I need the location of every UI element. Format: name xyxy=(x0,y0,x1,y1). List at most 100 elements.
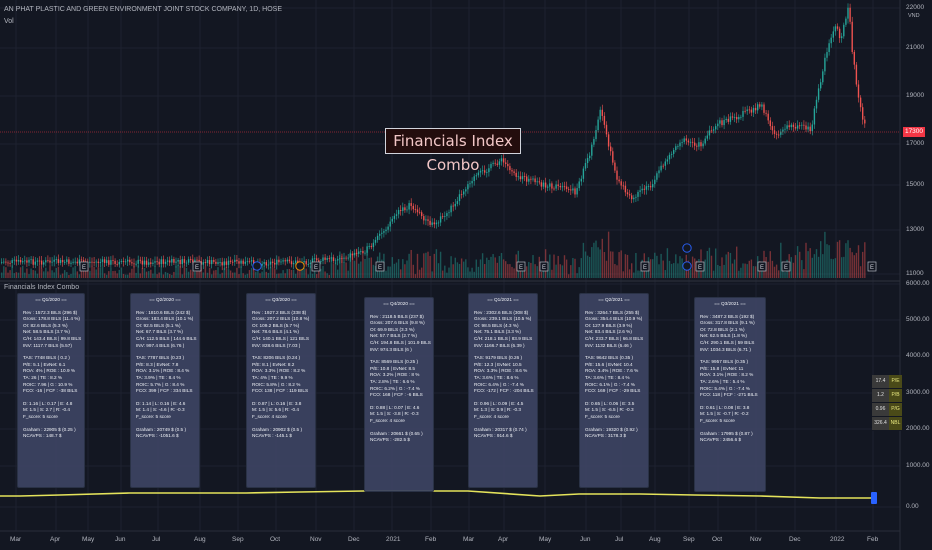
indicator-axis-label: 0.00 xyxy=(906,503,919,510)
time-axis-label: Sep xyxy=(683,536,695,543)
currency-label: VND xyxy=(908,13,920,19)
card-line: INV: 974.3 BILS (6 ) xyxy=(370,346,412,352)
symbol-title[interactable]: AN PHAT PLASTIC AND GREEN ENVIRONMENT JO… xyxy=(4,6,282,13)
card-line: Gross: 207.6 BILS (9.8 %) xyxy=(370,320,425,326)
card-line: Graham : 22905 $ (0.25 ) xyxy=(23,426,76,432)
financial-card: == Q3/2021 == Rev : 3487.2 BILS (192 $) Gr… xyxy=(694,297,766,492)
card-line: ROIC: 5.7% | G : 8.4 % xyxy=(136,381,185,387)
earnings-marker[interactable]: E xyxy=(79,261,89,272)
volume-label[interactable]: Vol xyxy=(4,18,14,25)
earnings-marker[interactable]: E xyxy=(311,261,321,272)
current-price-tag: 17300 xyxy=(903,127,925,137)
card-line: INV: 1132 BILS (6.46 ) xyxy=(585,342,632,348)
time-axis-label: Mar xyxy=(10,536,22,543)
earnings-marker[interactable]: E xyxy=(539,261,549,272)
card-line: Graham : 20902 $ (0.5 ) xyxy=(252,426,303,432)
valuation-key: NBL xyxy=(889,417,902,430)
card-line: NCAVPS : 914.6 $ xyxy=(474,433,513,439)
time-axis-label: Jun xyxy=(115,536,126,543)
card-quarter: == Q3/2020 == xyxy=(265,297,297,302)
valuation-table: 17.4 P/E 1.2 P/B 0.96 P/G 326.4 NBL xyxy=(872,375,902,431)
indicator-axis-label: 4000.00 xyxy=(906,352,930,359)
card-line: TAS: 7748 BILS ( 0.2 ) xyxy=(23,355,70,361)
card-line: OI: 82.6 BILS (5.3 %) xyxy=(23,322,68,328)
price-axis-label: 17000 xyxy=(906,140,925,147)
card-line: D: 0.88 | L: 0.07 | E: 4.6 xyxy=(370,404,420,410)
card-line: P/E: 8.3 | EvNet: 7.8 xyxy=(136,361,179,367)
card-line: OI: 72.8 BILS (2.1 %) xyxy=(700,326,745,332)
card-line: P/E: 5.1 | EvNet: 6.1 xyxy=(23,361,66,367)
card-line: P/E: 10.8 | EvNet: 8.5 xyxy=(370,365,415,371)
indicator-pane-label[interactable]: Financials Index Combo xyxy=(4,284,80,291)
card-line: Rev : 1927.2 BILS (338 $) xyxy=(252,309,307,315)
card-line: OI: 92.5 BILS (5.1 %) xyxy=(136,322,181,328)
volume-bars xyxy=(1,231,866,278)
time-axis-label: Nov xyxy=(750,536,762,543)
dividend-marker[interactable] xyxy=(682,243,692,253)
card-line: ROA: 3.1% | ROE : 8.2 % xyxy=(700,372,754,378)
card-line: M: 1.5 | S: -6.5 | R: -0.3 xyxy=(585,407,634,413)
card-line: TAS: 8206 BILS (0.24 ) xyxy=(252,355,301,361)
indicator-line xyxy=(0,490,871,499)
card-line: FCO: -16 | FCF : -38 BILS xyxy=(23,388,78,394)
card-line: F_score: 5 score xyxy=(136,413,171,419)
card-line: OI: 127.9 BILS (3.9 %) xyxy=(585,322,633,328)
valuation-value: 326.4 xyxy=(872,417,889,430)
valuation-value: 0.96 xyxy=(872,403,889,416)
price-axis-label: 11000 xyxy=(906,270,924,277)
price-axis-label: 21000 xyxy=(906,44,925,51)
card-line: ROA: 3.3% | ROE : 8.6 % xyxy=(474,368,528,374)
card-line: NCAVPS : -1051.6 $ xyxy=(136,433,179,439)
valuation-value: 1.2 xyxy=(872,389,889,402)
card-line: INV: 1034.3 BILS (6.71 ) xyxy=(700,346,751,352)
card-line: INV: 828.6 BILS (7.03 ) xyxy=(252,342,301,348)
earnings-marker[interactable]: E xyxy=(516,261,526,272)
time-axis-label: 2021 xyxy=(386,536,401,543)
card-line: ROIC: 6.4% | G : -7.4 % xyxy=(474,381,524,387)
earnings-marker[interactable]: E xyxy=(695,261,705,272)
dividend-marker[interactable] xyxy=(682,261,692,271)
card-line: OI: 69.9 BILS (3.3 %) xyxy=(370,326,415,332)
earnings-marker[interactable]: E xyxy=(192,261,202,272)
card-line: Gross: 239.1 BILS (10.5 %) xyxy=(474,316,532,322)
dividend-marker[interactable] xyxy=(295,261,305,271)
card-line: Graham : 20317 $ (0.74 ) xyxy=(474,426,527,432)
card-line: C/H: 290.1 BILS | 59 BILS xyxy=(700,339,755,345)
card-quarter: == Q1/2020 == xyxy=(35,297,67,302)
earnings-marker[interactable]: E xyxy=(867,261,877,272)
card-line: P/E: 8.1 | EvNet: 8.2 xyxy=(252,361,295,367)
card-line: Gross: 317.8 BILS (9.1 %) xyxy=(700,320,755,326)
earnings-marker[interactable]: E xyxy=(781,261,791,272)
card-line: TAS: 9179 BILS (0.26 ) xyxy=(474,355,523,361)
card-line: FCO: 169 | FCF : -29 BILS xyxy=(585,388,641,394)
card-line: FCO: 168 | FCF : -6 BILS xyxy=(370,392,423,398)
earnings-marker[interactable]: E xyxy=(640,261,650,272)
svg-text:E: E xyxy=(784,265,788,271)
card-line: ROIC: 5.4% | G : -7.4 % xyxy=(700,385,750,391)
card-line: FCO: 118 | FCF : -271 BILS xyxy=(700,392,758,398)
earnings-marker[interactable]: E xyxy=(375,261,385,272)
price-axis-label: 15000 xyxy=(906,181,925,188)
card-line: TAS: 9957 BILS (0.35 ) xyxy=(700,359,749,365)
dividend-marker[interactable] xyxy=(252,261,262,271)
card-line: TA: 3.9% | TE : 8.4 % xyxy=(136,374,181,380)
indicator-end-marker xyxy=(871,492,877,504)
card-line: ROIC: 6.2% | G : -7.4 % xyxy=(370,385,420,391)
card-line: Rev : 3264.7 BILS (255 $) xyxy=(585,309,640,315)
valuation-key: P/B xyxy=(889,389,902,402)
indicator-axis-label: 1000.00 xyxy=(906,462,930,469)
card-quarter: == Q2/2021 == xyxy=(598,297,630,302)
card-line: NCAVPS : 3178.3 $ xyxy=(585,433,627,439)
time-axis-label: Jul xyxy=(615,536,624,543)
svg-text:E: E xyxy=(378,265,382,271)
card-line: Graham : 20749 $ (0.5 ) xyxy=(136,426,187,432)
earnings-marker[interactable]: E xyxy=(757,261,767,272)
card-line: D: 0.87 | L: 0.16 | E: 3.8 xyxy=(252,400,302,406)
card-line: M: 1.5 | S: -0.7 | R: -0.2 xyxy=(700,411,749,417)
card-quarter: == Q4/2020 == xyxy=(383,301,415,306)
card-line: FCO: 399 | FCF : 334 BILS xyxy=(136,388,193,394)
card-line: P/E: 12.3 | EvNet: 10.5 xyxy=(474,361,522,367)
valuation-key: P/E xyxy=(889,375,902,388)
